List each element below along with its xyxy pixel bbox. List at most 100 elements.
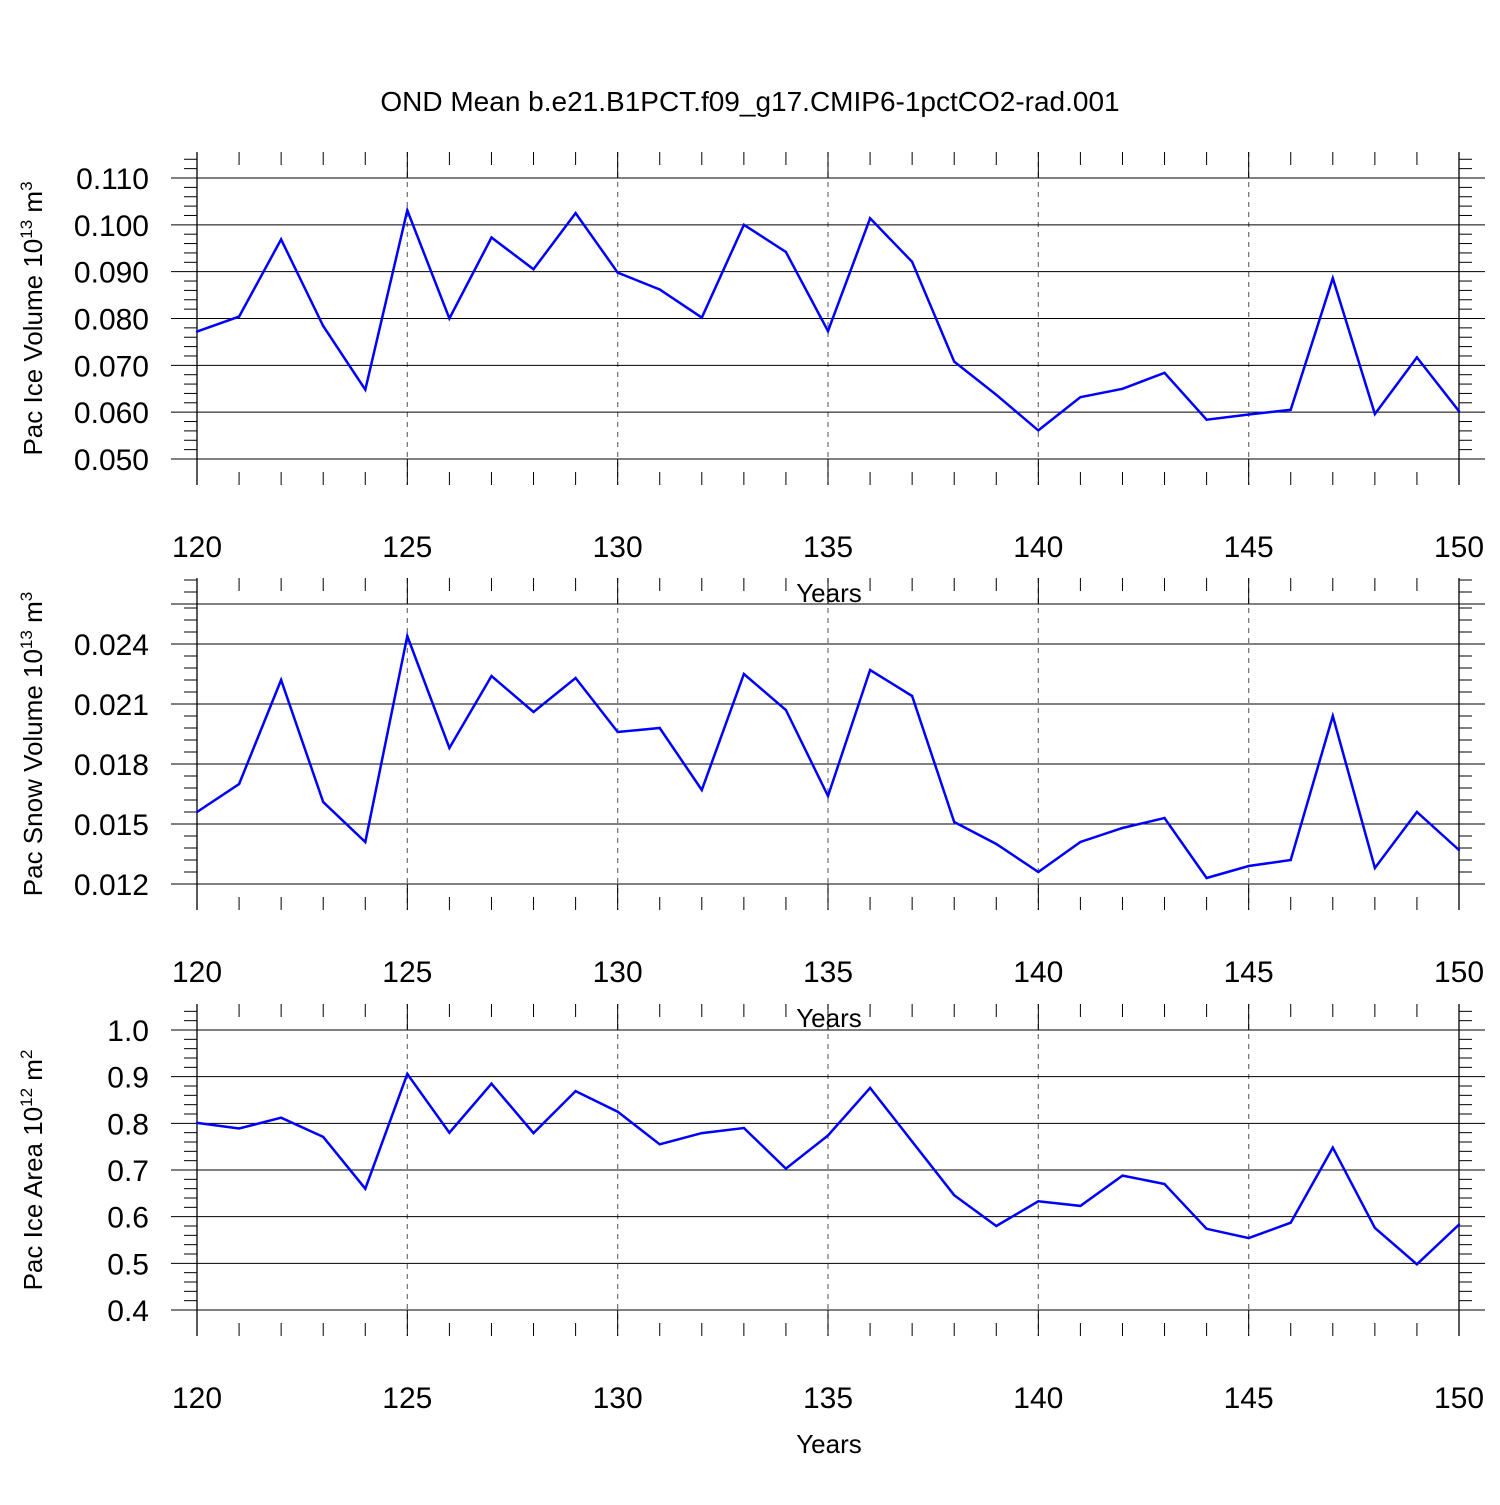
data-point: [322, 800, 325, 804]
data-point: [532, 1131, 535, 1135]
data-point: [953, 360, 956, 363]
data-point: [364, 1187, 367, 1190]
data-point: [1373, 866, 1377, 870]
data-point: [953, 1194, 956, 1197]
y-tick-label: 0.110: [76, 163, 149, 196]
data-point: [1289, 858, 1292, 862]
x-tick-label: 120: [172, 956, 222, 989]
data-point: [995, 1224, 998, 1228]
x-tick-label: 150: [1434, 1382, 1484, 1415]
y-axis-label: Pac Ice Volume 1013 m3: [17, 181, 48, 455]
data-point: [448, 317, 451, 320]
data-point: [616, 271, 619, 274]
x-tick-label: 145: [1224, 531, 1274, 564]
data-point: [1247, 864, 1250, 868]
y-tick-label: 0.8: [107, 1108, 149, 1141]
data-point: [1121, 826, 1124, 830]
data-point: [616, 1110, 619, 1113]
data-point: [195, 1121, 199, 1125]
x-tick-label: 125: [382, 956, 432, 989]
data-point: [1331, 1146, 1335, 1149]
data-point: [826, 794, 830, 798]
data-point: [490, 236, 493, 239]
data-point: [1163, 371, 1166, 375]
x-tick-label: 145: [1224, 1382, 1274, 1415]
data-point: [784, 708, 788, 712]
data-point: [742, 1126, 746, 1130]
data-point: [616, 730, 619, 734]
chart-panel-1: 0.050 0.060 0.070 0.080 0.090 0.100 0.110 120 12…: [17, 152, 1485, 608]
data-point: [322, 324, 325, 328]
data-point: [237, 782, 241, 786]
data-point: [406, 209, 409, 212]
x-tick-label: 150: [1434, 531, 1484, 564]
data-point: [1373, 412, 1377, 416]
data-point: [1415, 810, 1419, 814]
y-tick-label: 0.9: [107, 1062, 149, 1095]
data-point: [1079, 1204, 1082, 1208]
data-point: [784, 250, 788, 254]
chart-panel-3: 0.4 0.5 0.6 0.7 0.8 0.9 1.0 120 125 130 135 140 145 1…: [17, 1004, 1485, 1459]
data-point: [868, 668, 872, 672]
data-point: [995, 393, 998, 397]
data-point: [1457, 1223, 1461, 1226]
x-tick-label: 150: [1434, 956, 1484, 989]
x-tick-label: 120: [172, 531, 222, 564]
data-point: [1121, 387, 1124, 390]
data-point: [406, 634, 409, 638]
data-point: [1205, 418, 1208, 421]
data-point: [364, 388, 367, 391]
y-tick-label: 0.015: [74, 809, 149, 842]
data-point: [490, 1082, 493, 1085]
data-point: [953, 820, 956, 824]
data-point: [910, 260, 914, 264]
data-point: [1457, 848, 1461, 852]
x-tick-label: 130: [593, 531, 643, 564]
data-point: [1331, 277, 1335, 280]
data-point: [910, 1140, 914, 1143]
x-tick-label: 125: [382, 531, 432, 564]
x-axis-label: Years: [796, 1429, 862, 1459]
data-point: [237, 315, 241, 318]
data-point: [1457, 410, 1461, 413]
data-point: [1163, 1182, 1166, 1186]
data-point: [532, 710, 535, 714]
x-tick-label: 145: [1224, 956, 1274, 989]
data-point: [322, 1135, 325, 1139]
x-axis-label: Years: [796, 578, 862, 608]
x-tick-label: 120: [172, 1382, 222, 1415]
data-point: [910, 694, 914, 698]
data-point: [1121, 1174, 1124, 1177]
data-point: [826, 1134, 830, 1137]
y-tick-label: 0.024: [74, 629, 149, 662]
data-point: [1289, 408, 1292, 412]
data-point: [1331, 714, 1335, 718]
data-point: [574, 211, 577, 215]
data-point: [1289, 1221, 1292, 1224]
data-point: [700, 316, 703, 319]
y-tick-label: 0.4: [107, 1295, 149, 1328]
x-axis-label: Years: [796, 1003, 862, 1033]
data-point: [1079, 395, 1082, 399]
y-tick-label: 0.060: [74, 397, 149, 430]
x-tick-label: 135: [803, 956, 853, 989]
data-point: [237, 1127, 241, 1130]
data-point: [1037, 870, 1040, 874]
data-point: [195, 810, 199, 814]
data-point: [448, 746, 451, 750]
data-point: [658, 288, 661, 291]
data-point: [658, 726, 661, 730]
x-tick-label: 140: [1013, 956, 1063, 989]
data-point: [279, 238, 283, 241]
data-point: [448, 1131, 451, 1134]
y-tick-label: 0.100: [74, 210, 149, 243]
data-point: [1415, 356, 1419, 359]
data-point: [406, 1072, 409, 1076]
y-axis-label: Pac Ice Area 1012 m2: [17, 1050, 48, 1291]
y-tick-label: 0.012: [74, 869, 149, 902]
data-point: [1373, 1226, 1377, 1230]
y-tick-label: 1.0: [107, 1015, 149, 1048]
y-tick-label: 0.5: [107, 1248, 149, 1281]
